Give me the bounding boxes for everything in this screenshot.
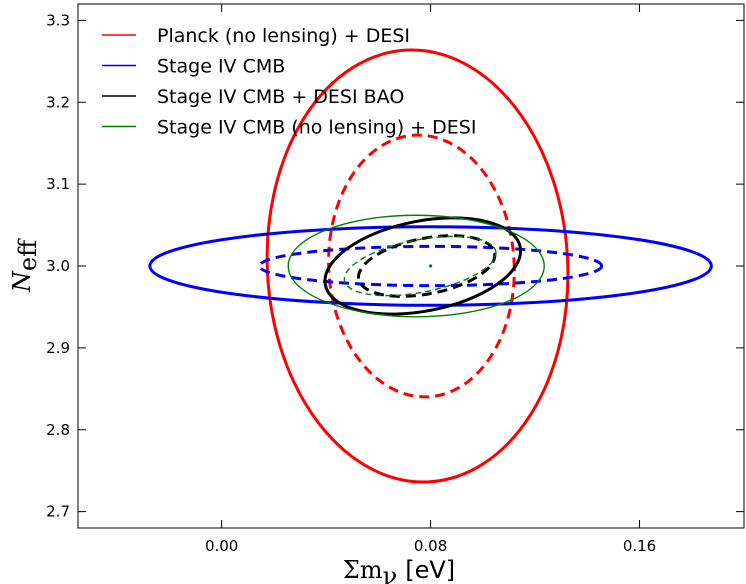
confidence-ellipses — [148, 48, 713, 484]
x-tick-label: 0.16 — [623, 537, 656, 555]
ellipse-3-inner — [343, 235, 497, 297]
plot-area-frame — [77, 3, 745, 529]
y-tick-label: 3.3 — [46, 11, 70, 29]
y-axis-ticks: 2.7 2.8 2.9 3.0 3.1 3.2 3.3 — [46, 11, 744, 521]
ellipse-2-outer — [323, 216, 523, 316]
legend-label: Planck (no lensing) + DESI — [157, 25, 410, 47]
legend-label: Stage IV CMB — [157, 56, 285, 78]
ellipse-2-inner — [357, 234, 497, 298]
fiducial-points — [428, 264, 433, 268]
y-tick-label: 2.7 — [46, 503, 70, 521]
legend-label: Stage IV CMB (no lensing) + DESI — [157, 117, 476, 139]
y-tick-label: 2.8 — [46, 421, 70, 439]
y-tick-label: 3.2 — [46, 93, 70, 111]
x-axis-label-symbol: Σm — [343, 556, 383, 584]
x-axis-ticks: 0.00 0.08 0.16 — [205, 4, 656, 555]
legend-label: Stage IV CMB + DESI BAO — [157, 86, 404, 108]
fiducial-point — [428, 264, 433, 268]
legend: Planck (no lensing) + DESI Stage IV CMB St… — [102, 25, 476, 139]
ellipse-1-inner — [258, 244, 604, 288]
ellipse-1-outer — [148, 225, 713, 307]
ellipse-3-outer — [287, 214, 545, 318]
x-axis-label-subscript: ν — [383, 562, 398, 584]
y-tick-label: 3.0 — [46, 257, 70, 275]
ellipse-0-outer — [265, 48, 570, 484]
y-axis-label-symbol: N — [8, 270, 36, 293]
y-axis-label: Neff — [8, 238, 42, 293]
y-axis-label-subscript: eff — [14, 238, 42, 271]
y-tick-label: 2.9 — [46, 339, 70, 357]
x-tick-label: 0.00 — [205, 537, 238, 555]
x-tick-label: 0.08 — [414, 537, 447, 555]
ellipse-0-inner — [327, 133, 516, 399]
x-axis-label-unit: [eV] — [405, 556, 455, 584]
y-tick-label: 3.1 — [46, 175, 70, 193]
x-axis-label: Σmν [eV] — [343, 556, 455, 584]
